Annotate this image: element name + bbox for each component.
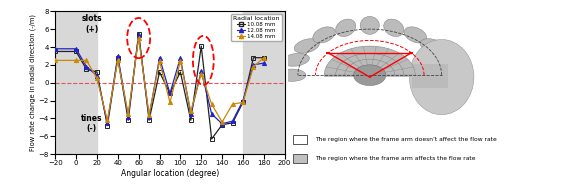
Y-axis label: Flow rate change in radial direction (-/m): Flow rate change in radial direction (-/… [29, 14, 36, 151]
Bar [293, 135, 307, 144]
Ellipse shape [404, 27, 426, 43]
Ellipse shape [278, 69, 306, 81]
Ellipse shape [294, 39, 320, 53]
Bar [413, 64, 447, 88]
Ellipse shape [282, 53, 309, 66]
Wedge shape [324, 46, 415, 75]
Bar [293, 154, 307, 163]
Bar [55, 11, 97, 154]
Text: slots
(+): slots (+) [81, 14, 102, 34]
Circle shape [354, 65, 386, 86]
Ellipse shape [336, 19, 356, 36]
Bar [324, 75, 415, 77]
Ellipse shape [313, 27, 335, 43]
Text: The region where the frame arm doesn’t affect the flow rate: The region where the frame arm doesn’t a… [315, 137, 497, 142]
Ellipse shape [360, 16, 379, 34]
Ellipse shape [410, 39, 474, 115]
Bar [409, 52, 414, 54]
Ellipse shape [383, 19, 404, 36]
Bar [243, 11, 285, 154]
Text: tines
(-): tines (-) [81, 114, 102, 133]
Text: The region where the frame arm affects the flow rate: The region where the frame arm affects t… [315, 156, 476, 161]
Bar [326, 52, 330, 54]
Legend: 10.08 mm, 12.08 mm, 14.08 mm: 10.08 mm, 12.08 mm, 14.08 mm [231, 14, 282, 41]
Ellipse shape [433, 69, 461, 81]
X-axis label: Angular location (degree): Angular location (degree) [121, 169, 219, 178]
Ellipse shape [420, 39, 445, 53]
Ellipse shape [430, 53, 457, 66]
